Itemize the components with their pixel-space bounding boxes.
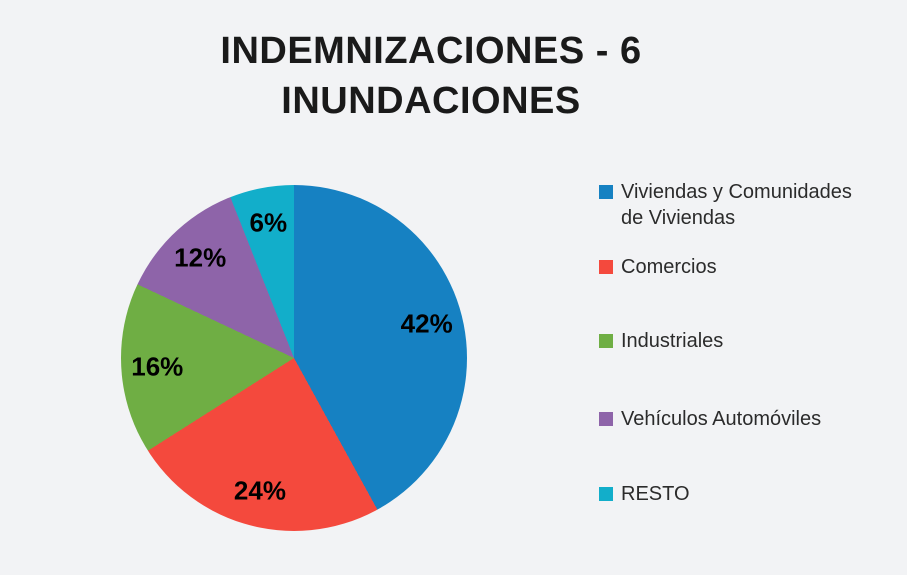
legend-label: Vehículos Automóviles: [621, 408, 822, 430]
legend-swatch-purple-icon: [599, 412, 613, 426]
chart-title-line-1: INDEMNIZACIONES - 6: [220, 30, 642, 72]
pie-chart: [121, 185, 467, 531]
pie-data-label: 12%: [174, 242, 227, 273]
legend-label: Viviendas y Comunidades de Viviendas: [621, 181, 852, 229]
chart-title: INDEMNIZACIONES - 6 INUNDACIONES: [0, 26, 862, 126]
legend-item-vehiculos: Vehículos Automóviles: [599, 406, 821, 432]
legend-item-comercios: Comercios: [599, 254, 717, 280]
legend-label: Industriales: [621, 330, 724, 352]
pie-data-label: 42%: [400, 308, 453, 339]
legend-swatch-blue-icon: [599, 185, 613, 199]
legend: Viviendas y Comunidades de Viviendas Com…: [599, 0, 899, 575]
pie-data-label: 24%: [233, 475, 286, 506]
pie-data-label: 16%: [131, 351, 184, 382]
legend-item-resto: RESTO: [599, 481, 690, 507]
chart-title-line-2: INUNDACIONES: [281, 80, 581, 122]
legend-item-industriales: Industriales: [599, 328, 723, 354]
legend-swatch-red-icon: [599, 260, 613, 274]
legend-label: RESTO: [621, 483, 690, 505]
legend-swatch-cyan-icon: [599, 487, 613, 501]
legend-swatch-green-icon: [599, 334, 613, 348]
legend-label: Comercios: [621, 256, 717, 278]
pie-data-label: 6%: [249, 207, 288, 238]
legend-item-viviendas: Viviendas y Comunidades de Viviendas: [599, 179, 871, 231]
